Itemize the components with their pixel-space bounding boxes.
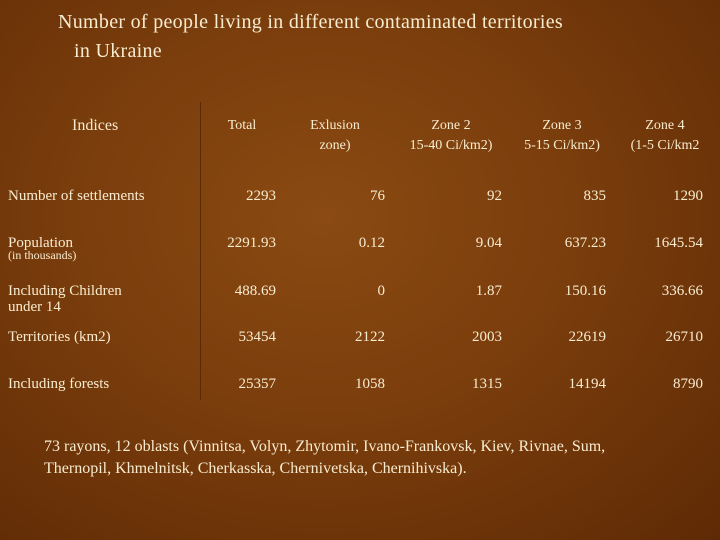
cell-population-total: 2291.93: [227, 235, 276, 251]
row-label-forests: Including forests: [8, 376, 110, 392]
row-label-children-line1: Including Children: [8, 283, 122, 299]
cell-settlements-zone4: 1290: [673, 188, 703, 204]
cell-children-zone4: 336.66: [661, 283, 703, 299]
row-label-territories: Territories (km2): [8, 329, 111, 345]
cell-children-exclusion: 0: [377, 283, 386, 299]
table-divider: [200, 102, 711, 400]
row-label-settlements: Number of settlements: [8, 188, 145, 204]
cell-settlements-total: 2293: [246, 188, 276, 204]
cell-population-zone3: 637.23: [564, 235, 606, 251]
header-zone4-line2: (1-5 Ci/km2: [630, 138, 700, 153]
header-zone3-line2: 5-15 Ci/km2): [524, 138, 600, 153]
header-zone3: Zone 3 5-15 Ci/km2): [512, 116, 612, 156]
slide-title: Number of people living in different con…: [58, 8, 718, 66]
cell-forests-zone3: 14194: [568, 376, 607, 392]
footer-line-2: Thernopil, Khmelnitsk, Cherkasska, Chern…: [44, 460, 467, 477]
cell-territories-zone2: 2003: [472, 329, 502, 345]
header-zone4: Zone 4 (1-5 Ci/km2: [618, 116, 712, 156]
cell-forests-total: 25357: [238, 376, 277, 392]
cell-territories-zone4: 26710: [665, 329, 704, 345]
cell-forests-exclusion: 1058: [355, 376, 385, 392]
row-label-population: Population (in thousands): [8, 235, 76, 263]
cell-territories-total: 53454: [238, 329, 277, 345]
header-total: Total: [227, 118, 257, 133]
header-exclusion-line2: zone): [319, 138, 351, 153]
header-zone4-line1: Zone 4: [645, 118, 685, 133]
cell-forests-zone2: 1315: [472, 376, 502, 392]
row-label-children-line2: under 14: [8, 299, 61, 315]
footer-note: 73 rayons, 12 oblasts (Vinnitsa, Volyn, …: [44, 436, 718, 480]
header-exclusion: Exlusion zone): [295, 116, 375, 156]
cell-settlements-zone2: 92: [487, 188, 502, 204]
header-zone2: Zone 2 15-40 Ci/km2): [396, 116, 506, 156]
header-zone2-line1: Zone 2: [431, 118, 471, 133]
cell-children-total: 488.69: [234, 283, 276, 299]
cell-children-zone2: 1.87: [475, 283, 502, 299]
cell-population-zone2: 9.04: [475, 235, 502, 251]
indices-header: Indices: [72, 117, 119, 134]
header-zone2-line2: 15-40 Ci/km2): [409, 138, 493, 153]
row-label-children: Including Children under 14: [8, 283, 122, 315]
footer-line-1: 73 rayons, 12 oblasts (Vinnitsa, Volyn, …: [44, 438, 606, 455]
cell-territories-exclusion: 2122: [355, 329, 385, 345]
cell-settlements-exclusion: 76: [370, 188, 385, 204]
cell-territories-zone3: 22619: [568, 329, 607, 345]
cell-settlements-zone3: 835: [583, 188, 607, 204]
row-label-population-main: Population: [8, 235, 74, 251]
header-zone3-line1: Zone 3: [542, 118, 582, 133]
row-label-population-sub: (in thousands): [8, 248, 77, 262]
title-line-1: Number of people living in different con…: [58, 11, 563, 33]
title-line-2: in Ukraine: [74, 40, 162, 62]
cell-population-exclusion: 0.12: [358, 235, 385, 251]
cell-forests-zone4: 8790: [673, 376, 703, 392]
cell-population-zone4: 1645.54: [654, 235, 703, 251]
header-exclusion-line1: Exlusion: [310, 118, 360, 133]
cell-children-zone3: 150.16: [564, 283, 606, 299]
